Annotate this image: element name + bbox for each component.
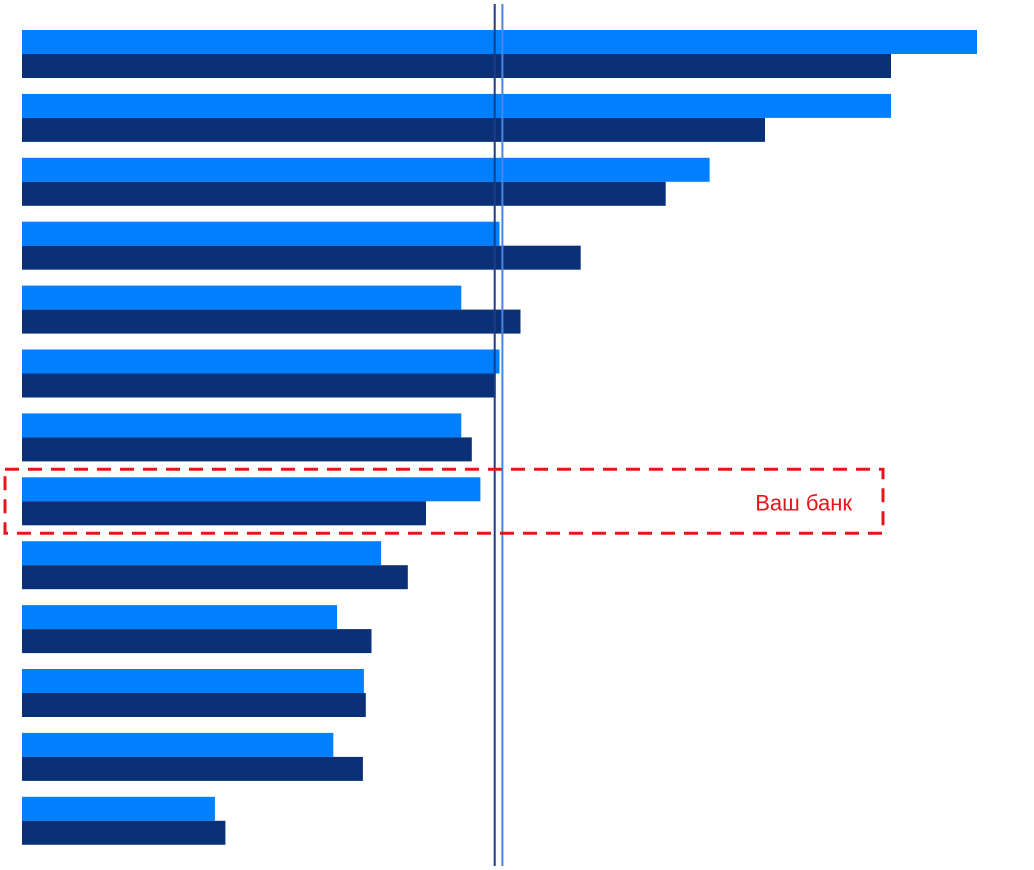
bar-row-10-series-1: [22, 605, 338, 630]
reference-lines: [493, 4, 504, 866]
bar-row-12-series-2: [22, 756, 363, 781]
bar-row-12-series-1: [22, 732, 334, 757]
bar-row-1-series-2: [22, 54, 891, 78]
bar-row-13-series-1: [22, 796, 215, 821]
bar-row-1-series-1: [22, 30, 977, 54]
bar-row-7-series-1: [22, 413, 462, 438]
bars-layer: [22, 30, 977, 845]
bar-row-5-series-1: [22, 285, 462, 310]
bar-row-6-series-2: [22, 373, 496, 398]
bar-row-3-series-2: [22, 181, 666, 206]
bar-row-2-series-1: [22, 93, 891, 118]
bar-row-11-series-2: [22, 693, 366, 717]
highlight-group: Ваш банк: [3, 467, 885, 535]
bar-row-4-series-2: [22, 245, 581, 270]
bar-row-13-series-2: [22, 820, 226, 845]
bar-row-10-series-2: [22, 629, 372, 654]
bar-row-8-series-2: [22, 501, 426, 526]
bar-row-11-series-1: [22, 669, 364, 693]
bar-row-2-series-2: [22, 117, 765, 142]
bar-row-6-series-1: [22, 349, 500, 374]
bar-row-8-series-1: [22, 477, 481, 502]
highlight-box: [3, 467, 885, 535]
bar-row-9-series-1: [22, 541, 382, 566]
bar-row-9-series-2: [22, 565, 408, 590]
bar-row-7-series-2: [22, 437, 472, 462]
bar-row-5-series-2: [22, 309, 521, 334]
bar-row-3-series-1: [22, 157, 710, 182]
highlight-label: Ваш банк: [755, 490, 852, 515]
bar-row-4-series-1: [22, 221, 500, 246]
